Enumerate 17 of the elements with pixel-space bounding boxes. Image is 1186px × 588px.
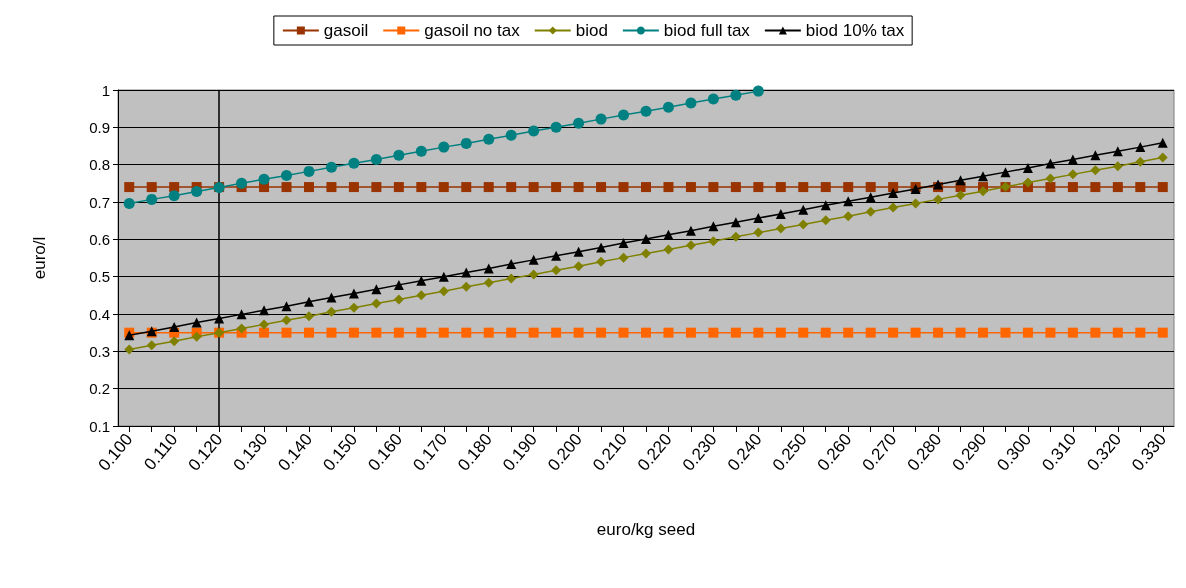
y-tick-label: 0.7 bbox=[89, 193, 110, 211]
y-axis-title: euro/l bbox=[30, 236, 49, 280]
y-tick-label: 1 bbox=[101, 81, 110, 99]
legend-label: gasoil bbox=[323, 21, 369, 40]
y-tick-label: 0.1 bbox=[89, 417, 110, 435]
x-axis-title: euro/kg seed bbox=[596, 520, 696, 539]
y-tick-label: 0.8 bbox=[89, 156, 110, 174]
y-tick-label: 0.9 bbox=[89, 118, 110, 136]
legend-label: biod bbox=[575, 21, 608, 40]
legend-label: biod 10% tax bbox=[805, 21, 905, 40]
y-tick-label: 0.2 bbox=[89, 380, 110, 398]
y-tick-label: 0.5 bbox=[89, 268, 110, 286]
legend-label: gasoil no tax bbox=[424, 21, 521, 40]
legend-label: biod full tax bbox=[663, 21, 751, 40]
y-tick-label: 0.4 bbox=[89, 305, 110, 323]
y-tick-label: 0.3 bbox=[89, 342, 110, 360]
y-tick-label: 0.6 bbox=[89, 230, 110, 248]
